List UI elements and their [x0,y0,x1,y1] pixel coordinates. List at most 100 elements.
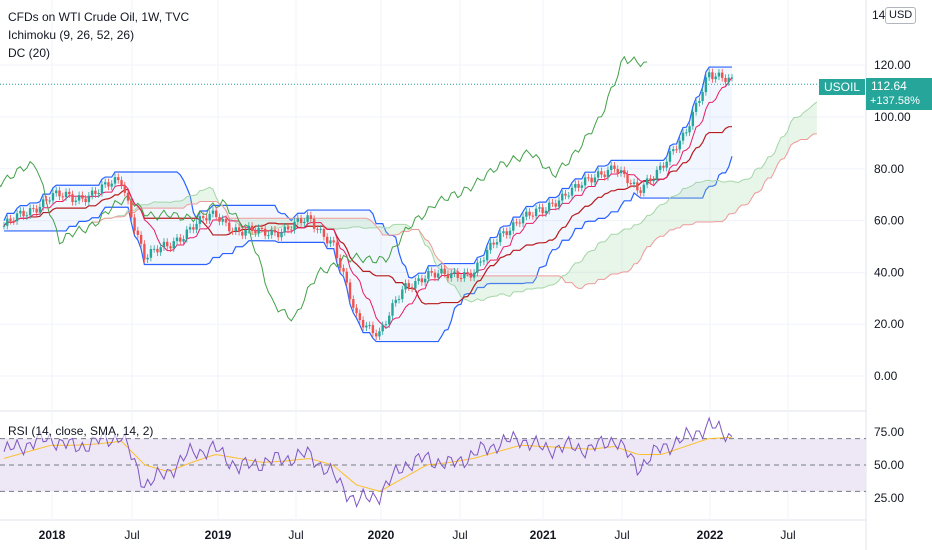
candle-body [639,190,642,193]
candle-body [371,325,375,334]
candle-body [348,282,352,300]
candle-body [610,165,613,170]
candle-body [450,273,453,279]
candle-body [325,236,329,244]
donchian-legend[interactable]: DC (20) [8,46,51,60]
candle-body [443,268,446,274]
candle-body [228,222,231,232]
candle-body [97,192,100,195]
donchian-lower [4,156,733,343]
candle-body [397,299,401,301]
candle-body [162,241,166,248]
candle-body [19,210,22,214]
candle-body [681,132,685,141]
candle-body [492,242,495,245]
candle-body [201,216,205,219]
candle-body [417,278,420,282]
rsi-panel [0,416,866,509]
candle-body [221,218,224,222]
candle-body [48,200,51,202]
candle-body [675,149,678,151]
candle-body [185,229,189,240]
candle-body [41,199,45,207]
rsi-tick-label: 75.00 [874,425,904,439]
time-tick-label: 2018 [39,528,66,542]
candle-body [136,230,140,235]
candle-body [68,191,71,195]
candle-body [260,227,264,229]
donchian-upper [3,66,732,279]
candle-body [401,289,404,300]
candle-body [544,210,548,214]
time-tick-label: Jul [288,528,303,542]
candle-body [642,184,646,193]
candle-body [707,72,711,78]
candle-body [133,217,136,231]
candle-body [172,241,175,249]
time-tick-label: 2021 [530,528,557,542]
candle-body [508,230,512,236]
candle-body [694,102,698,112]
candle-body [169,246,172,249]
candle-body [254,231,257,234]
candle-body [198,216,202,224]
last-price-badge: 112.64 +137.58% [866,78,932,110]
candle-body [433,272,437,278]
price-tick-label: 60.00 [874,214,904,228]
candle-body [117,177,120,181]
candle-body [152,248,156,250]
candle-body [521,216,525,224]
candle-body [179,237,182,242]
rsi-legend[interactable]: RSI (14, close, SMA, 14, 2) [8,424,154,438]
candle-body [463,272,466,279]
rsi-tick-label: 50.00 [874,458,904,472]
candle-body [257,227,260,234]
candle-body [335,242,339,258]
time-tick-label: Jul [452,528,467,542]
candle-body [505,231,508,236]
candle-body [623,170,626,175]
candle-body [182,239,185,242]
candle-body [714,76,717,80]
candle-body [342,268,345,272]
candle-body [355,307,358,314]
candle-body [205,218,208,221]
candle-body [87,195,91,203]
candle-body [561,193,564,201]
candle-body [208,213,211,221]
candle-body [632,182,636,184]
candle-body [472,272,476,278]
candle-body [668,151,672,162]
candle-body [430,270,433,273]
candle-body [110,183,113,187]
candle-body [22,210,25,217]
time-tick-label: 2019 [205,528,232,542]
candle-body [64,191,68,198]
ichimoku-cloud [88,101,817,302]
candle-body [724,77,727,83]
candle-body [717,72,721,77]
candle-body [512,222,515,231]
candle-body [502,231,505,234]
candle-body [38,206,42,213]
currency-selector[interactable]: USD [885,7,917,24]
candle-body [378,331,381,337]
time-tick-label: 2022 [697,528,724,542]
candle-body [358,313,362,320]
candle-body [404,283,407,290]
candle-body [489,242,492,251]
ichimoku-legend[interactable]: Ichimoku (9, 26, 52, 26) [8,28,135,42]
candle-body [652,179,655,182]
price-tick-label: 100.00 [874,110,911,124]
candle-body [665,161,668,168]
top-tick-partial: 14 [872,8,886,22]
candle-body [587,177,590,179]
candle-body [28,208,32,216]
candle-body [231,231,234,233]
candle-body [698,101,701,103]
price-tick-label: 120.00 [874,58,911,72]
candle-body [528,211,531,216]
candle-body [600,171,603,175]
candle-body [547,202,551,211]
